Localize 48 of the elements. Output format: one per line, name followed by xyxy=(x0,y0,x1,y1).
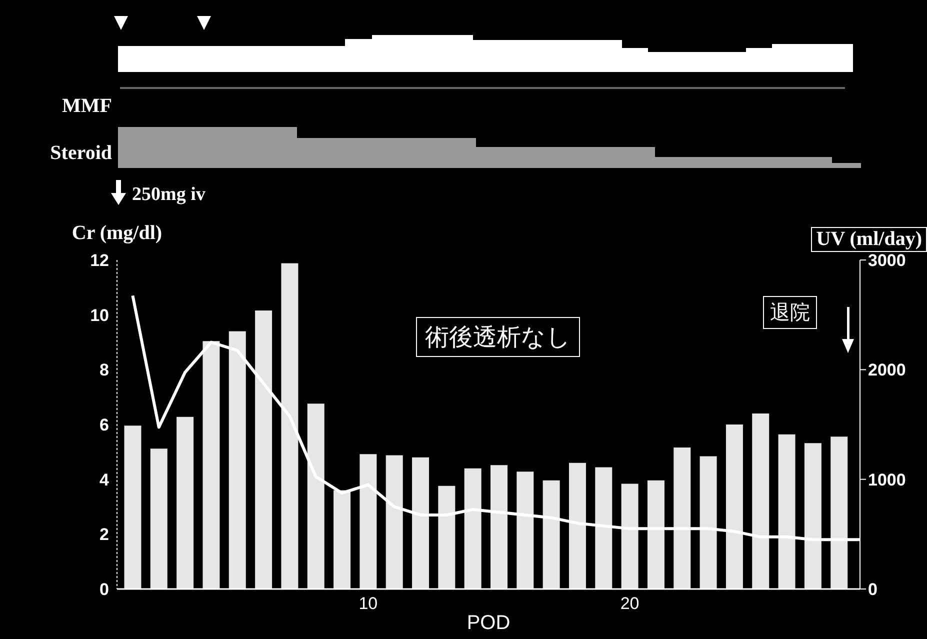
y2-axis-title: UV (ml/day) xyxy=(811,227,927,252)
y-tick-label: 0 xyxy=(100,580,109,600)
bar xyxy=(726,424,743,589)
x-tick-label: 20 xyxy=(620,594,640,614)
bar xyxy=(202,341,220,589)
y-axis-title: Cr (mg/dl) xyxy=(72,222,162,245)
bar xyxy=(700,456,717,589)
bar xyxy=(464,468,482,589)
y2-tick-label: 1000 xyxy=(868,470,906,490)
y-tick-label: 6 xyxy=(100,416,109,435)
y-tick-label: 2 xyxy=(100,525,109,544)
bar xyxy=(150,448,168,589)
bar xyxy=(228,331,246,589)
y2-tick-label: 2000 xyxy=(868,360,906,380)
bar xyxy=(542,480,560,589)
bar xyxy=(647,480,664,589)
y2-tick-label: 3000 xyxy=(868,251,906,270)
annotation: 退院 xyxy=(763,296,817,329)
bar xyxy=(568,462,586,589)
bar xyxy=(438,486,456,589)
bar xyxy=(830,436,848,589)
bar xyxy=(595,467,612,589)
text: Steroid xyxy=(50,142,112,164)
bar xyxy=(516,472,534,589)
y-tick-label: 12 xyxy=(90,251,109,270)
bar xyxy=(490,465,508,589)
x-axis-title: POD xyxy=(466,612,510,634)
y2-tick-label: 0 xyxy=(868,580,878,600)
bar xyxy=(255,310,272,589)
bar xyxy=(176,416,194,589)
annotation: 術後透析なし xyxy=(416,317,580,357)
bar xyxy=(778,434,796,589)
y-tick-label: 4 xyxy=(100,470,110,490)
text: 250mg iv xyxy=(132,184,206,205)
bar xyxy=(621,484,638,589)
bar xyxy=(307,404,324,589)
bar xyxy=(386,455,403,589)
y-tick-label: 8 xyxy=(100,360,109,380)
bar xyxy=(124,426,142,589)
bar xyxy=(281,263,298,589)
text: MMF xyxy=(62,95,112,117)
bar xyxy=(752,414,770,589)
bar xyxy=(674,448,691,589)
bar xyxy=(334,490,351,589)
y-tick-label: 10 xyxy=(90,306,109,325)
bar xyxy=(412,457,430,589)
bar xyxy=(360,454,377,589)
bar xyxy=(804,443,822,589)
